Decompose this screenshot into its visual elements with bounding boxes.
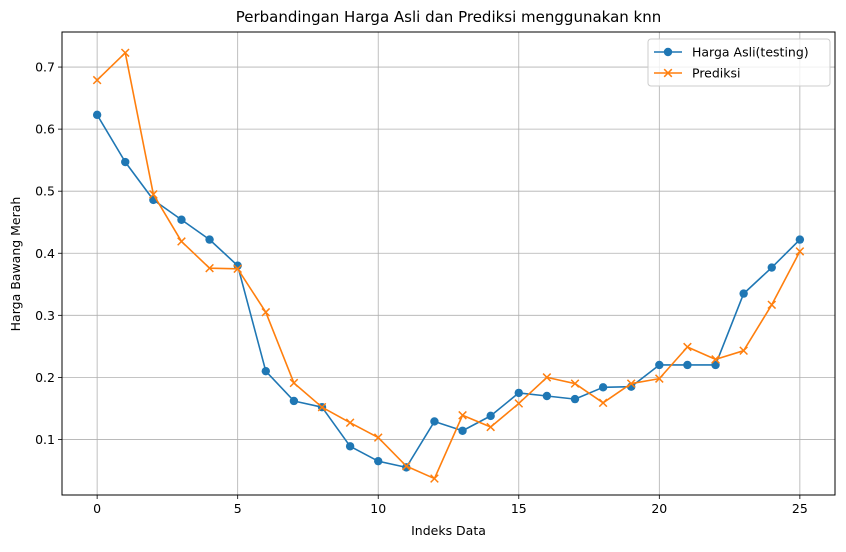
data-point [149,189,158,199]
series-harga-asli [92,110,805,472]
data-point [626,379,636,388]
series-layer [92,48,805,483]
data-point [92,75,102,85]
data-point [261,366,270,376]
plot-frame [61,31,836,496]
y-tick-label: 0.1 [35,432,55,447]
data-point [374,456,383,466]
data-point [514,388,523,398]
data-point [570,394,580,404]
data-point [598,383,608,392]
data-point [542,373,552,382]
data-point [345,442,355,451]
legend-label: Prediksi [692,66,741,81]
data-point [261,307,271,317]
data-point [663,68,673,78]
y-tick-label: 0.7 [35,60,55,75]
data-point [739,346,748,356]
y-tick-label: 0.5 [35,184,55,199]
legend-box [647,38,831,87]
data-point [177,237,186,246]
data-point [205,235,214,244]
data-point [345,418,355,428]
data-point [233,261,242,270]
x-tick-label: 0 [93,501,101,516]
data-point [654,374,664,383]
data-point [739,289,748,298]
legend-entry: Harga Asli(testing) [654,45,809,60]
series-prediksi [92,48,805,483]
data-point [430,417,439,426]
data-point [458,410,467,420]
data-point [289,378,299,388]
data-point [795,235,805,244]
data-point [514,399,524,408]
data-point [486,411,495,421]
data-point [402,461,411,471]
data-point [120,48,130,58]
data-point [711,360,720,370]
data-point [655,360,664,370]
x-tick-label: 20 [651,501,667,516]
y-tick-label: 0.4 [35,246,55,261]
data-point [121,157,130,167]
tick-layer: 0 5 10 15 20 25 0.1 0.2 0.3 0.4 0.5 0.6 0.7 [35,60,808,516]
y-axis-label: Harga Bawang Merah [8,197,23,332]
x-tick-label: 25 [792,501,808,516]
data-point [663,47,673,57]
grid [62,32,835,495]
data-point [92,110,102,120]
y-tick-label: 0.6 [35,122,55,137]
legend: Harga Asli(testing) Prediksi [647,38,831,87]
data-point [542,391,552,401]
x-tick-label: 5 [234,501,242,516]
data-point [767,300,777,310]
x-axis-label: Indeks Data [411,523,486,538]
data-point [233,264,243,274]
data-point [683,360,692,370]
data-point [177,215,186,224]
series-line [96,51,801,480]
legend-entry: Prediksi [654,66,741,81]
data-point [683,342,692,352]
y-tick-label: 0.3 [35,308,55,323]
data-point [317,402,327,412]
data-point [402,463,411,472]
y-tick-label: 0.2 [35,370,55,385]
data-point [767,263,776,272]
data-point [570,379,580,388]
data-point [205,263,214,273]
x-tick-label: 10 [370,501,386,516]
legend-label: Harga Asli(testing) [692,45,809,60]
x-tick-label: 15 [511,501,527,516]
chart-title: Perbandingan Harga Asli dan Prediksi men… [236,8,662,26]
data-point [373,433,383,442]
data-point [795,247,805,256]
data-point [711,355,720,364]
data-point [598,398,608,408]
data-point [430,474,439,483]
series-line [96,114,801,469]
data-point [486,422,495,432]
data-point [289,396,299,406]
data-point [458,426,467,435]
